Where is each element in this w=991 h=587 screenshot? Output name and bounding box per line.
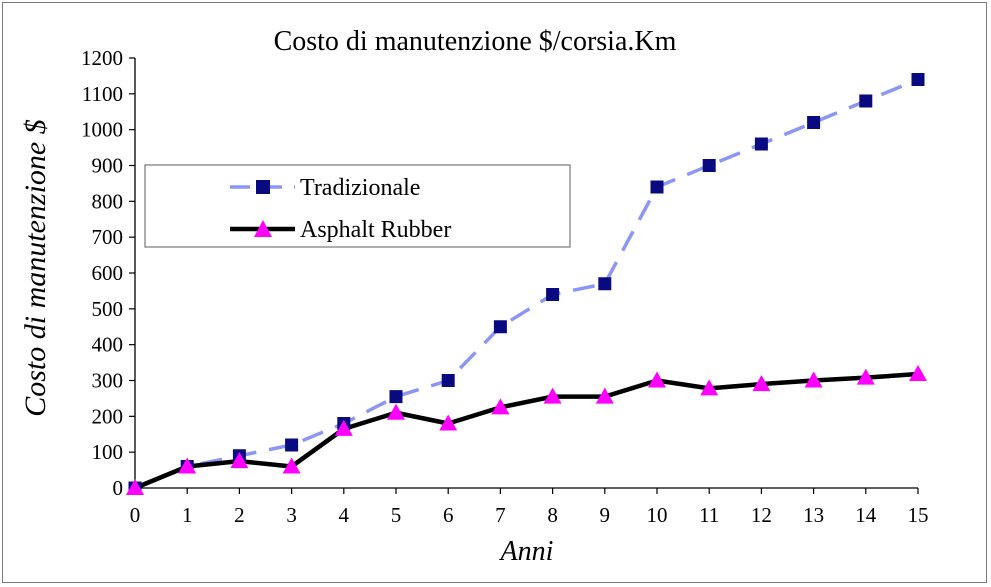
point-tradizionale <box>546 288 560 301</box>
point-tradizionale <box>389 390 403 404</box>
x-ticks: 0 1 2 3 4 5 6 7 8 9 10 11 12 13 14 15 <box>130 488 929 527</box>
y-tick-label: 900 <box>92 154 124 178</box>
point-asphalt-rubber <box>334 419 353 436</box>
legend-label-tradizionale: Tradizionale <box>300 175 420 201</box>
point-asphalt-rubber <box>282 457 301 474</box>
y-tick-label: 100 <box>92 440 124 464</box>
legend-marker-asphalt-rubber <box>254 220 272 237</box>
point-asphalt-rubber <box>909 365 927 382</box>
legend: Tradizionale Asphalt Rubber <box>144 164 571 248</box>
point-tradizionale <box>807 116 821 129</box>
point-asphalt-rubber <box>387 403 405 420</box>
x-tick-label: 3 <box>286 503 297 527</box>
x-tick-label: 14 <box>855 503 877 527</box>
x-tick-label: 13 <box>803 503 824 527</box>
point-asphalt-rubber <box>491 398 510 415</box>
x-tick-label: 2 <box>234 503 245 527</box>
x-tick-label: 6 <box>443 503 454 527</box>
y-axis-title: Costo di manutenzione $ <box>19 119 52 417</box>
point-asphalt-rubber <box>230 452 249 469</box>
y-tick-label: 600 <box>92 261 124 285</box>
x-tick-label: 8 <box>547 503 558 527</box>
y-tick-label: 0 <box>113 476 124 500</box>
x-tick-label: 5 <box>391 503 402 527</box>
point-asphalt-rubber <box>126 479 144 495</box>
x-axis-title: Anni <box>499 536 554 567</box>
x-tick-label: 0 <box>130 503 141 527</box>
point-asphalt-rubber <box>178 457 197 474</box>
chart-title: Costo di manutenzione $/corsia.Km <box>274 26 677 57</box>
legend-box <box>144 164 571 248</box>
point-tradizionale <box>441 374 455 387</box>
point-asphalt-rubber <box>543 387 562 404</box>
point-tradizionale <box>754 137 768 151</box>
point-tradizionale <box>911 73 925 86</box>
x-tick-label: 10 <box>647 503 668 527</box>
point-asphalt-rubber <box>648 371 666 388</box>
series-line-asphalt-rubber <box>134 371 919 491</box>
y-tick-label: 1000 <box>81 118 123 142</box>
series-line-tradizionale <box>134 77 919 490</box>
legend-marker-tradizionale <box>256 180 270 194</box>
axes <box>134 58 918 489</box>
y-tick-label: 1100 <box>82 82 123 106</box>
point-asphalt-rubber <box>752 375 771 392</box>
x-tick-label: 1 <box>182 503 193 527</box>
y-tick-label: 200 <box>92 404 124 428</box>
y-tick-label: 400 <box>92 333 124 357</box>
point-asphalt-rubber <box>804 371 823 388</box>
point-asphalt-rubber <box>439 414 458 431</box>
x-tick-label: 7 <box>495 503 506 527</box>
point-asphalt-rubber <box>856 368 875 385</box>
point-asphalt-rubber <box>700 379 719 396</box>
series-markers <box>126 73 927 495</box>
point-tradizionale <box>702 159 716 172</box>
x-tick-label: 9 <box>600 503 611 527</box>
y-tick-label: 800 <box>92 189 124 213</box>
x-tick-label: 11 <box>699 503 719 527</box>
point-tradizionale <box>285 438 299 452</box>
y-tick-label: 300 <box>92 369 124 393</box>
point-tradizionale <box>859 94 873 108</box>
y-tick-label: 1200 <box>81 46 123 70</box>
series-lines <box>134 77 919 491</box>
x-tick-label: 12 <box>751 503 772 527</box>
legend-label-asphalt-rubber: Asphalt Rubber <box>300 217 451 243</box>
y-tick-label: 500 <box>92 297 124 321</box>
y-ticks: 0 100 200 300 400 500 600 700 800 900 1000 1100 1200 <box>81 46 135 500</box>
x-tick-label: 15 <box>908 503 929 527</box>
y-tick-label: 700 <box>92 225 124 249</box>
x-tick-label: 4 <box>339 503 350 527</box>
point-asphalt-rubber <box>595 387 614 404</box>
point-tradizionale <box>598 277 612 291</box>
y-axis-title-group: Costo di manutenzione $ <box>19 119 52 417</box>
point-tradizionale <box>493 320 507 334</box>
point-tradizionale <box>650 180 664 194</box>
